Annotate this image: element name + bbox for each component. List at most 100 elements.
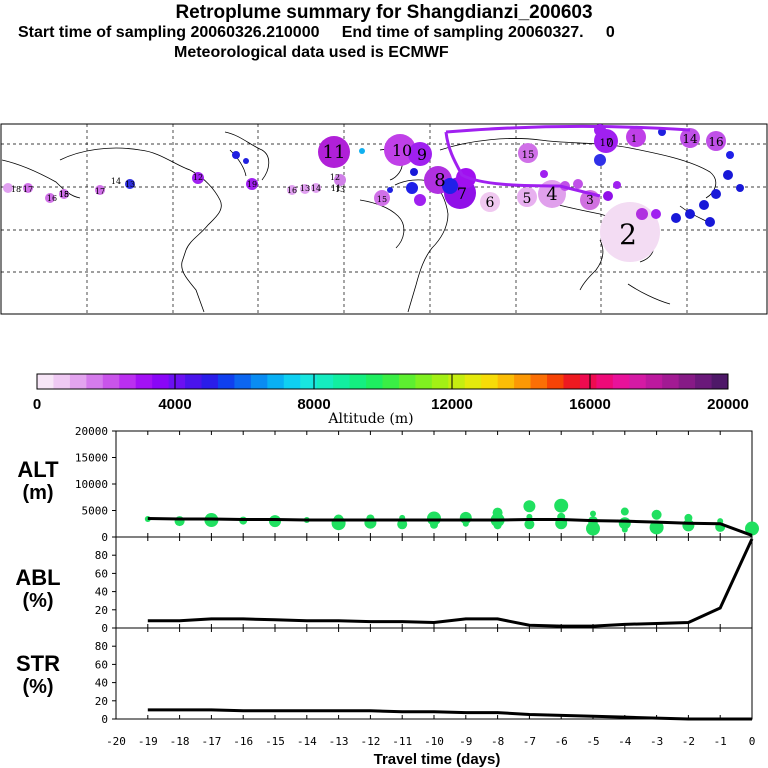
plume-bubble: [480, 192, 500, 212]
colorbar-cell: [711, 374, 729, 389]
x-tick-label: -6: [555, 735, 568, 748]
series-line: [147, 516, 753, 537]
plume-bubble: [540, 170, 548, 178]
plume-bubble: [45, 193, 55, 203]
x-tick-label: -4: [618, 735, 632, 748]
map-label: 4: [546, 184, 557, 205]
y-tick-label: 20: [95, 695, 108, 708]
plume-bubbles: [3, 124, 744, 262]
plume-bubble: [387, 187, 393, 193]
altitude-dot: [590, 510, 596, 517]
y-tick-label: 0: [101, 713, 108, 726]
x-tick-label: -3: [650, 735, 663, 748]
alt-label: ALT: [17, 457, 59, 482]
y-tick-label: 60: [95, 567, 108, 580]
x-tick-label: -7: [523, 735, 536, 748]
sampling-times: Start time of sampling 20060326.210000 E…: [18, 24, 768, 42]
map-label: 15: [59, 190, 69, 199]
x-tick-label: -5: [586, 735, 599, 748]
colorbar-cell: [398, 374, 416, 389]
plume-bubble: [711, 189, 721, 199]
map-label: 6: [486, 195, 495, 211]
y-tick-label: 40: [95, 586, 108, 599]
y-tick-label: 20: [95, 604, 108, 617]
panel-alt: 20000 15000 10000 5000 0: [75, 425, 759, 544]
altitude-dot: [554, 498, 569, 513]
colorbar-cell: [448, 374, 466, 389]
map-label: 12: [330, 173, 340, 182]
plume-bubble: [359, 148, 365, 154]
colorbar-cell: [678, 374, 696, 389]
map-label: 3: [586, 193, 594, 207]
colorbar-cell: [69, 374, 87, 389]
plume-bubble: [651, 209, 661, 219]
time-series-panels: 20000 15000 10000 5000 0 80 60 40 20 0 80 60 40 20 0: [75, 425, 759, 726]
coastlines: [1, 131, 717, 313]
map-label: 2: [619, 218, 637, 251]
plume-bubble: [594, 154, 606, 166]
colorbar-cell: [612, 374, 630, 389]
map-label: 19: [247, 180, 257, 189]
plume-bubble: [287, 185, 297, 195]
altitude-dot: [427, 511, 441, 526]
map-label: 16: [47, 194, 57, 203]
colorbar-cell: [119, 374, 137, 389]
map-label: 7: [457, 184, 467, 203]
plume-bubble: [685, 209, 695, 219]
map-label: 14: [111, 177, 121, 186]
colorbar-ticks: 0 4000 8000 12000 16000 20000: [33, 374, 749, 413]
colorbar-cell: [152, 374, 170, 389]
y-tick-label: 60: [95, 658, 108, 671]
plume-bubble: [658, 128, 666, 136]
plume-bubble: [384, 134, 416, 166]
abl-unit: (%): [22, 590, 53, 612]
colorbar-cell: [415, 374, 433, 389]
plume-bubble: [442, 178, 458, 194]
plume-bubble: [671, 213, 681, 223]
y-tick-label: 5000: [82, 505, 109, 518]
colorbar-cell: [662, 374, 680, 389]
map-label: 0: [606, 136, 614, 150]
map-label: 14: [311, 184, 321, 193]
plume-bubble: [374, 190, 390, 206]
colorbar-cell: [695, 374, 712, 389]
altitude-colorbar: 0 4000 8000 12000 16000 20000 Altitude (m): [33, 373, 749, 427]
panel-frame: [115, 627, 753, 720]
map-label: 1: [631, 134, 637, 145]
x-tick-label: 0: [749, 735, 756, 748]
str-unit: (%): [22, 676, 53, 698]
colorbar-cell: [629, 374, 647, 389]
colorbar-tick-label: 0: [33, 396, 41, 413]
colorbar-cell: [530, 374, 548, 389]
colorbar-cell: [86, 374, 104, 389]
colorbar-cells: [37, 374, 729, 389]
colorbar-cell: [596, 374, 614, 389]
x-tick-label: -20: [106, 735, 126, 748]
altitude-dot: [621, 526, 628, 533]
plume-bubble: [414, 194, 426, 206]
plume-bubble: [706, 131, 726, 151]
series-line: [147, 538, 754, 628]
map-label: 17: [600, 138, 613, 149]
map-label: 18: [59, 190, 69, 199]
map-label: 13: [300, 184, 310, 193]
series-line: [147, 708, 752, 721]
colorbar-cell: [464, 374, 482, 389]
plume-bubble: [603, 191, 613, 201]
chart-title: Retroplume summary for Shangdianzi_20060…: [175, 2, 593, 23]
map-label: 5: [523, 191, 532, 207]
met-data-line: Meteorological data used is ECMWF: [174, 44, 449, 61]
end-time-tail: 0: [605, 24, 615, 41]
plume-bubble: [23, 183, 33, 193]
plume-bubble: [3, 183, 13, 193]
y-tick-label: 40: [95, 677, 108, 690]
colorbar-cell: [300, 374, 318, 389]
colorbar-tick-label: 16000: [569, 396, 611, 413]
map-label: 18: [11, 185, 21, 194]
colorbar-cell: [333, 374, 350, 389]
altitude-dot: [493, 521, 502, 530]
plume-bubble: [59, 189, 69, 199]
y-tick-label: 20000: [75, 425, 108, 438]
